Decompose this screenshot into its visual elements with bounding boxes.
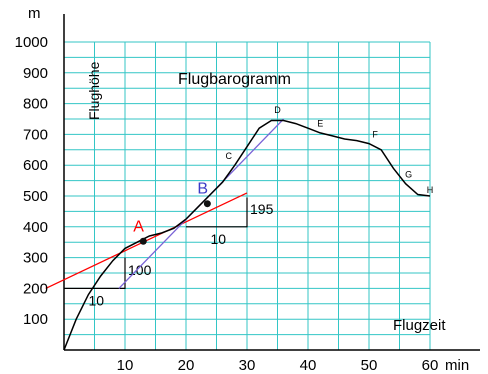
chart-labels: m Flughöhe Flugbarogramm Flugzeit min 10… (15, 5, 470, 374)
y-tick-label: 500 (23, 188, 48, 205)
x-axis-label: Flugzeit (393, 317, 446, 334)
y-tick-label: 600 (23, 157, 48, 174)
slope-triangles: 10 100 10 195 (64, 197, 274, 308)
curve-label-g: G (405, 170, 412, 180)
y-tick-label: 100 (23, 311, 48, 328)
altitude-series-line (63, 119, 431, 351)
chart-title: Flugbarogramm (178, 71, 291, 88)
marked-points: AB (133, 181, 211, 245)
y-tick-label: 400 (23, 219, 48, 236)
y-tick-label: 800 (23, 96, 48, 113)
y-axis-unit: m (28, 5, 41, 22)
y-tick-label: 1000 (15, 34, 48, 51)
x-tick-label: 10 (117, 357, 134, 374)
altitude-curve (63, 119, 431, 351)
point-a (139, 237, 147, 245)
y-tick-label: 900 (23, 65, 48, 82)
y-tick-label: 300 (23, 250, 48, 267)
slope-rise-label: 195 (250, 201, 274, 217)
slope-rise-label: 100 (128, 262, 152, 278)
axes (63, 14, 480, 351)
curve-label-e: E (317, 119, 323, 129)
curve-label-f: F (372, 129, 378, 139)
curve-label-h: H (427, 185, 434, 195)
y-tick-label: 200 (23, 280, 48, 297)
curve-label-c: C (225, 151, 232, 161)
x-tick-label: 60 (422, 357, 439, 374)
slope-run-label: 10 (89, 292, 105, 308)
curve-label-d: D (274, 105, 281, 115)
slope-triangle (186, 197, 248, 228)
grid (64, 41, 431, 350)
slope-run-label: 10 (211, 231, 227, 247)
point-b (203, 200, 211, 208)
slope-triangle (64, 257, 126, 289)
x-tick-label: 30 (239, 357, 256, 374)
x-axis-unit: min (445, 357, 469, 374)
point-label-a: A (133, 218, 144, 235)
point-label-b: B (197, 181, 208, 198)
y-axis-label: Flughöhe (86, 61, 102, 120)
y-tick-label: 700 (23, 126, 48, 143)
x-tick-label: 40 (300, 357, 317, 374)
x-tick-label: 20 (178, 357, 195, 374)
x-tick-label: 50 (361, 357, 378, 374)
